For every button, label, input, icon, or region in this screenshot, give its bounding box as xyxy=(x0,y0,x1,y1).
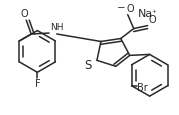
Text: Br: Br xyxy=(137,82,147,92)
Text: Na: Na xyxy=(138,9,153,19)
Text: F: F xyxy=(35,79,40,88)
Text: NH: NH xyxy=(50,23,64,32)
Text: ⁺: ⁺ xyxy=(152,9,156,18)
Text: O: O xyxy=(20,9,28,19)
Text: S: S xyxy=(84,58,92,71)
Text: −: − xyxy=(116,3,125,13)
Text: O: O xyxy=(149,14,156,24)
Text: O: O xyxy=(127,4,134,14)
